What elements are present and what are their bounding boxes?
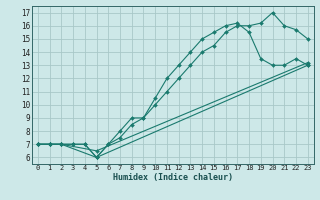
- X-axis label: Humidex (Indice chaleur): Humidex (Indice chaleur): [113, 173, 233, 182]
